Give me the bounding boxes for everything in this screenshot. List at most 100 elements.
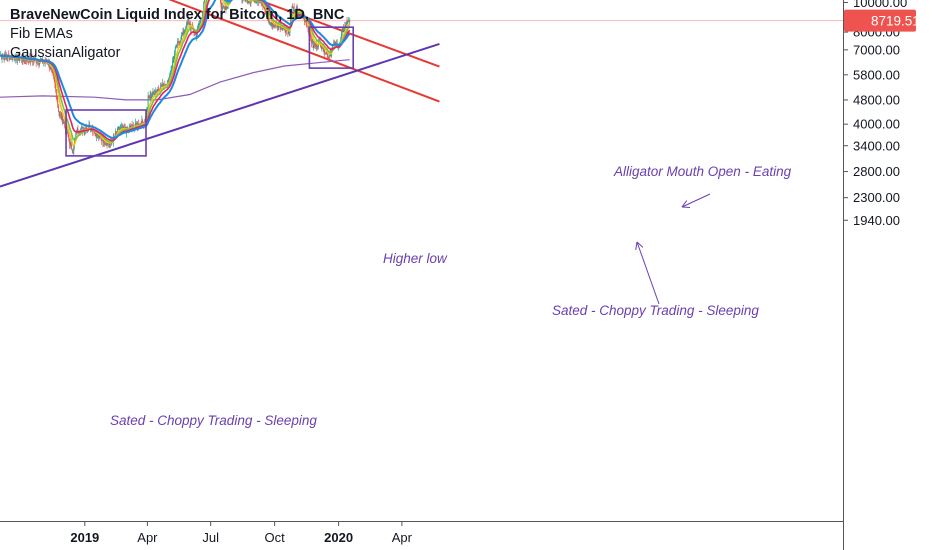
candle-body [196,33,198,38]
candle-body [55,83,57,90]
candle-body [271,21,273,25]
annotation-boxes-layer [65,26,355,157]
candle-body [167,79,169,81]
candle-body [325,51,327,54]
candle-body [269,23,271,25]
candle-body [285,29,287,33]
candle-body [148,95,150,98]
candle-body [151,96,153,99]
candle-body [250,1,252,3]
candle-body [178,42,180,44]
candle-body [129,126,131,128]
candle-body [274,25,276,27]
y-tick-label: 1940.00 [853,213,900,228]
candle-body [156,90,158,93]
candle-body [349,20,351,22]
candle-body [106,143,108,146]
candle-body [181,34,183,36]
candle-body [9,56,11,60]
candle-body [291,6,293,18]
candle-body [174,48,176,54]
candle-body [50,67,52,69]
candle-body [288,29,290,35]
candle-body [322,47,324,49]
candle-body [324,52,326,54]
candle-body [149,97,150,99]
candle-body [263,6,265,8]
last-price-label: 8719.51 [871,14,920,29]
candle-body [52,70,54,73]
indicator-gaussian-aligator[interactable]: GaussianAligator [10,45,121,61]
candle-body [314,44,316,46]
candle-body [78,132,80,134]
candle-body [67,132,68,134]
candle-body [112,135,114,143]
candle-body [117,126,119,128]
candle-body [311,40,312,43]
candle-body [265,13,267,15]
candle-body [49,67,51,69]
candle-body [320,46,322,48]
candle-body [28,60,30,63]
candle-body [158,89,160,91]
annotation-arrows-layer [635,193,711,305]
candle-body [265,10,267,15]
candle-body [39,61,41,65]
candle-body [76,132,77,134]
candle-body [172,61,173,69]
candle-body [170,70,172,75]
candle-body [221,7,223,10]
candle-body [58,111,60,116]
candle-body [335,42,337,44]
trendlines-layer [0,0,440,188]
candle-body [249,0,251,3]
candle-body [274,22,276,27]
candle-body [327,52,328,58]
candle-body [68,136,70,140]
candle-body [327,57,329,58]
candle-body [142,119,144,123]
candle-body [165,84,166,86]
candle-body [15,54,17,56]
candle-body [141,119,143,127]
candle-body [167,80,169,86]
candle-body [153,91,155,93]
candle-body [160,85,162,91]
candle-body [130,126,132,129]
candle-body [270,24,272,26]
candle-body [158,89,160,92]
candle-body [147,95,149,108]
candle-body [281,27,283,31]
candle-body [54,77,56,84]
candle-body [290,18,292,26]
candle-body [287,30,289,35]
y-tick-label: 3400.00 [853,138,900,153]
candle-body [51,68,53,71]
candle-body [313,44,315,48]
indicator-fib-emas[interactable]: Fib EMAs [10,26,73,42]
x-tick-label: 2020 [324,530,353,545]
candle-body [245,0,247,2]
candle-body [140,123,141,125]
candle-body [261,0,262,4]
candle-body [317,46,319,48]
arrow-alligator [681,193,711,209]
candle-body [61,115,63,120]
chart-title: BraveNewCoin Liquid Index for Bitcoin, 1… [10,7,345,23]
annotation-higher-low: Higher low [383,251,447,266]
candle-body [179,41,181,44]
candle-body [171,68,173,71]
candle-body [60,115,62,120]
trendline-2 [168,0,440,103]
candle-body [342,27,344,31]
candle-body [267,18,269,21]
candle-body [263,6,265,8]
candle-body [115,131,116,136]
candle-body [199,19,201,23]
candle-body [270,23,271,25]
candle-body [16,58,18,61]
candle-body [105,143,107,145]
candle-body [348,21,350,22]
ema-red-line [0,0,351,142]
